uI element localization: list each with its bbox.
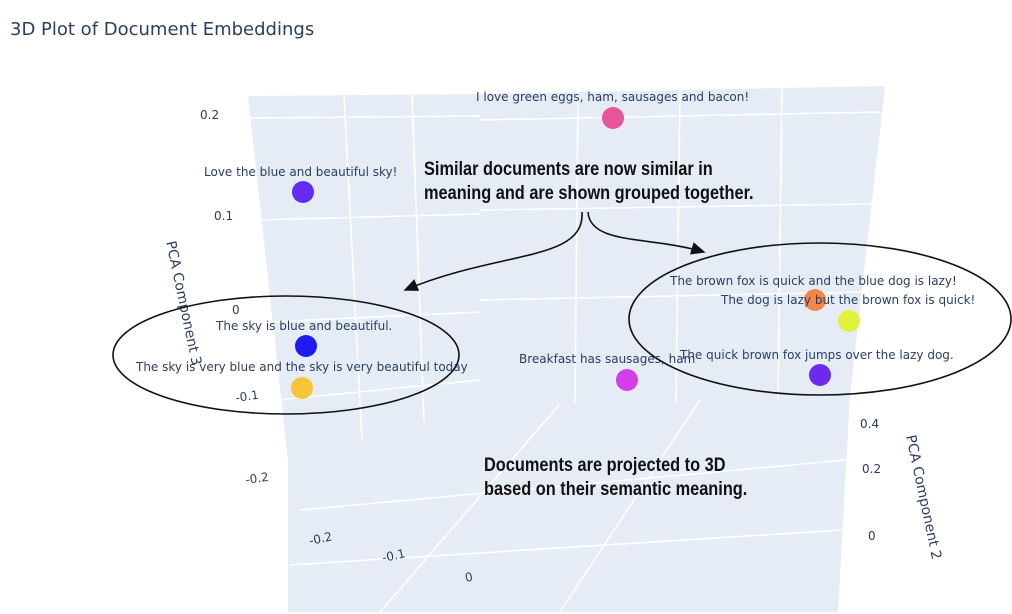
annotation-line: Documents are projected to 3D: [484, 455, 726, 476]
data-point: I love green eggs, ham, sausages and bac…: [476, 90, 749, 129]
chart-title: 3D Plot of Document Embeddings: [10, 19, 315, 40]
annotation-line: meaning and are shown grouped together.: [424, 183, 754, 204]
y-tick: 0: [868, 529, 876, 543]
data-point: The dog is lazy but the brown fox is qui…: [720, 293, 975, 332]
z-tick: 0.1: [214, 209, 233, 223]
z-axis-title: PCA Component 3: [162, 240, 204, 367]
annotation-line: based on their semantic meaning.: [484, 479, 748, 500]
floor-plane: [288, 396, 850, 612]
point-label: The sky is blue and beautiful.: [215, 319, 392, 333]
right-cluster-ellipse: [628, 242, 1012, 396]
point-marker: [809, 364, 831, 386]
scene-grid: [247, 87, 881, 613]
point-marker: [602, 107, 624, 129]
x-tick: -0.1: [381, 546, 407, 565]
back-wall: [480, 86, 885, 404]
scene-panes: [248, 86, 885, 612]
point-label: The brown fox is quick and the blue dog …: [669, 274, 957, 288]
arrow-left: [403, 211, 583, 291]
z-tick: -0.2: [244, 470, 269, 487]
callout-overlay: [112, 211, 1012, 415]
point-label: Breakfast has sausages, ham: [519, 352, 695, 366]
data-point: The quick brown fox jumps over the lazy …: [679, 348, 954, 386]
y-tick: 0.2: [862, 462, 881, 476]
y-axis-title: PCA Component 2: [902, 434, 944, 561]
point-marker: [804, 289, 826, 311]
point-label: Love the blue and beautiful sky!: [204, 165, 397, 179]
point-marker: [291, 377, 313, 399]
x-tick: -0.2: [308, 529, 334, 548]
data-point: Love the blue and beautiful sky!: [204, 165, 397, 203]
y-tick: 0.4: [860, 417, 879, 431]
annotation-line: Similar documents are now similar in: [424, 159, 713, 180]
data-point: The sky is blue and beautiful.: [215, 319, 392, 357]
point-marker: [295, 335, 317, 357]
left-wall: [248, 94, 480, 460]
data-point: The sky is very blue and the sky is very…: [135, 360, 468, 399]
point-marker: [838, 310, 860, 332]
left-cluster-ellipse: [112, 295, 460, 415]
point-label: The sky is very blue and the sky is very…: [135, 360, 468, 374]
x-tick: 0: [464, 570, 474, 585]
z-tick: -0.1: [234, 388, 259, 405]
arrow-right: [587, 211, 706, 255]
annotation-similar: Similar documents are now similar in mea…: [424, 158, 754, 206]
z-tick: 0.2: [200, 108, 219, 122]
point-marker: [292, 181, 314, 203]
axis-ticks: 0.2 0.1 0 -0.1 -0.2 0.4 0.2 0 -0.2 -0.1 …: [200, 108, 881, 585]
data-point: The brown fox is quick and the blue dog …: [669, 274, 957, 311]
point-label: The quick brown fox jumps over the lazy …: [679, 348, 954, 362]
point-label: I love green eggs, ham, sausages and bac…: [476, 90, 749, 104]
point-label: The dog is lazy but the brown fox is qui…: [720, 293, 975, 307]
annotation-projected: Documents are projected to 3D based on t…: [484, 454, 747, 502]
z-tick: 0: [232, 303, 240, 317]
data-points: I love green eggs, ham, sausages and bac…: [135, 90, 975, 399]
point-marker: [616, 369, 638, 391]
